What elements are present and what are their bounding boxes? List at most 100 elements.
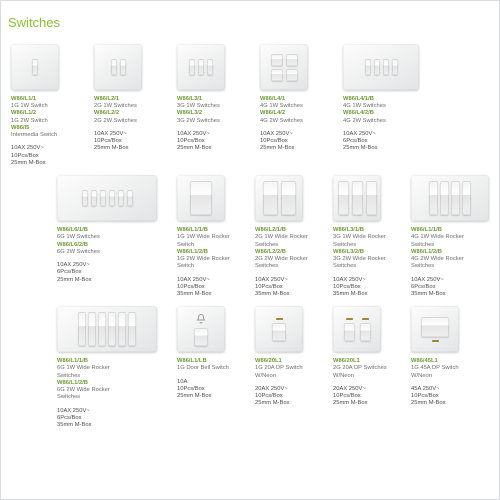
- product-cell: W86/L1/1 1G 1W Switch W86/L1/2 1G 2W Swi…: [11, 44, 94, 167]
- spec: 25mm M-Box: [57, 277, 177, 284]
- rocker-icon: [198, 59, 204, 75]
- sku: W86/L4/1: [260, 96, 343, 103]
- product-cell: W86/20L1 1G 20A DP Switch W/Neon 20AX 25…: [255, 306, 333, 429]
- desc: W/Neon: [411, 373, 489, 380]
- spec-block: 10AX 250V~ 10Pcs/Box 35mm M-Box: [255, 277, 333, 299]
- desc: 4G 1W Wide Rocker: [411, 234, 489, 241]
- product-cell: W86/L1/1/B 1G 1W Wide Rocker Switch W86/…: [177, 175, 255, 298]
- rocker-icon: [360, 323, 371, 341]
- spec: 6Pcs/Box: [411, 284, 489, 291]
- rocker-icon: [118, 312, 126, 346]
- grid-row-1: W86/L1/1 1G 1W Switch W86/L1/2 1G 2W Swi…: [11, 44, 489, 167]
- desc: 3G 1W Switches: [177, 103, 260, 110]
- spec: 25mm M-Box: [11, 160, 94, 167]
- desc: 4G 2W Wide Rocker: [411, 256, 489, 263]
- spec: 10AX 250V~: [260, 131, 343, 138]
- product-text: W86/L3/1 3G 1W Switches W86/L3/2 3G 2W S…: [177, 96, 260, 125]
- spec: 10Pcs/Box: [260, 138, 343, 145]
- product-cell: W86/L4/1 4G 1W Switches W86/L4/2 4G 2W S…: [260, 44, 343, 167]
- desc: Switch: [177, 242, 255, 249]
- grid-row-3: W86/L1/1/B 6G 1W Wide Rocker Switches W8…: [57, 306, 489, 429]
- product-cell: W86/L2/1 2G 1W Switches W86/L2/2 2G 2W S…: [94, 44, 177, 167]
- product-cell: W86/L2/1/B 2G 1W Wide Rocker Switches W8…: [255, 175, 333, 298]
- neon-led-icon: [346, 318, 353, 320]
- sku: W86/L1/2/B: [177, 249, 255, 256]
- neon-led-icon: [432, 340, 439, 342]
- product-text: W86/L4/1/B 4G 1W Switches W86/L4/2/B 4G …: [343, 96, 426, 125]
- spec: 10Pcs/Box: [177, 138, 260, 145]
- product-cell: W86/20L1 2G 20A DP Switches W/Neon 20AX …: [333, 306, 411, 429]
- rocker-icon: [451, 181, 460, 215]
- spec: 10AX 250V~: [255, 277, 333, 284]
- rocker-icon: [286, 54, 298, 66]
- sku: W86/L2/2: [94, 110, 177, 117]
- rocker-icon: [207, 59, 213, 75]
- desc: Switches: [57, 394, 177, 401]
- spec: 35mm M-Box: [333, 291, 411, 298]
- switch-plate: [57, 175, 157, 221]
- spec-block: 10AX 250V~ 10Pcs/Box 25mm M-Box: [94, 131, 177, 153]
- spec: 10AX 250V~: [94, 131, 177, 138]
- rocker-icon: [281, 181, 296, 215]
- switch-plate: [177, 306, 225, 352]
- desc: W/Neon: [255, 373, 333, 380]
- rocker-icon: [100, 190, 106, 206]
- spec-block: 45A 250V~ 10Pcs/Box 25mm M-Box: [411, 386, 489, 408]
- spec-block: 10AX 250V~ 10Pcs/Box 35mm M-Box: [177, 277, 255, 299]
- spec-block: 10AX 250V~ 10Pcs/Box 25mm M-Box: [11, 145, 94, 167]
- desc: Switches: [333, 263, 411, 270]
- spec-block: 10AX 250V~ 6Pcs/Box 25mm M-Box: [343, 131, 426, 153]
- product-text: W86/L6/1/B 6G 1W Switches W86/L6/2/B 6G …: [57, 227, 177, 256]
- rocker-icon: [421, 317, 449, 337]
- rocker-icon: [366, 181, 377, 215]
- rocker-icon: [127, 190, 133, 206]
- desc: 2G 2W Switches: [94, 118, 177, 125]
- product-text: W86/L2/1 2G 1W Switches W86/L2/2 2G 2W S…: [94, 96, 177, 125]
- spec: 6Pcs/Box: [57, 269, 177, 276]
- spec: 35mm M-Box: [255, 291, 333, 298]
- product-text: W86/L1/LB 1G Door Bell Switch: [177, 358, 255, 372]
- spec: 10Pcs/Box: [255, 393, 333, 400]
- dp-group: [344, 318, 355, 341]
- spec-block: 10AX 250V~ 6Pcs/Box 35mm M-Box: [411, 277, 489, 299]
- spec: 20AX 250V~: [255, 386, 333, 393]
- spec-block: 20AX 250V~ 10Pcs/Box 25mm M-Box: [255, 386, 333, 408]
- product-text: W86/45L1 1G 45A DP Switch W/Neon: [411, 358, 489, 380]
- spec-block: 10AX 250V~ 6Pcs/Box 35mm M-Box: [57, 408, 177, 430]
- rocker-icon: [32, 59, 38, 75]
- switch-plate: [177, 44, 225, 90]
- rocker-icon: [271, 54, 283, 66]
- product-text: W86/L1/1/B 6G 1W Wide Rocker Switches W8…: [57, 358, 177, 401]
- spec: 10AX 250V~: [11, 145, 94, 152]
- sku: W86/L4/2/B: [343, 110, 426, 117]
- rocker-icon: [462, 181, 471, 215]
- rocker-icon: [190, 181, 212, 215]
- rocker-icon: [271, 69, 283, 81]
- spec: 6Pcs/Box: [57, 415, 177, 422]
- rocker-icon: [194, 328, 208, 346]
- sku: W86/L3/2/B: [333, 249, 411, 256]
- desc: 2G 2W Wide Rocker: [255, 256, 333, 263]
- product-text: W86/L1/1/B 1G 1W Wide Rocker Switch W86/…: [177, 227, 255, 270]
- sku: W86/L1/1/B: [411, 227, 489, 234]
- switch-plate: [333, 175, 381, 221]
- rocker-icon: [338, 181, 349, 215]
- rocker-icon: [392, 59, 398, 75]
- desc: Intermedia Switch: [11, 132, 94, 139]
- product-cell: W86/L1/LB 1G Door Bell Switch 10A 10Pcs/…: [177, 306, 255, 429]
- spec: 6Pcs/Box: [343, 138, 426, 145]
- sku: W86/L1/1/B: [57, 358, 177, 365]
- spec: 35mm M-Box: [411, 291, 489, 298]
- neon-led-icon: [276, 318, 283, 320]
- sku: W86/L1/LB: [177, 358, 255, 365]
- spec-block: 10AX 250V~ 6Pcs/Box 25mm M-Box: [57, 262, 177, 284]
- spec: 10AX 250V~: [57, 262, 177, 269]
- spec: 25mm M-Box: [411, 400, 489, 407]
- product-cell: W86/L3/1 3G 1W Switches W86/L3/2 3G 2W S…: [177, 44, 260, 167]
- sku: W86/L6/1/B: [57, 227, 177, 234]
- bell-icon: [195, 313, 207, 325]
- switch-plate: [255, 306, 303, 352]
- spec: 35mm M-Box: [177, 291, 255, 298]
- desc: 2G 20A DP Switches: [333, 365, 411, 372]
- rocker-icon: [374, 59, 380, 75]
